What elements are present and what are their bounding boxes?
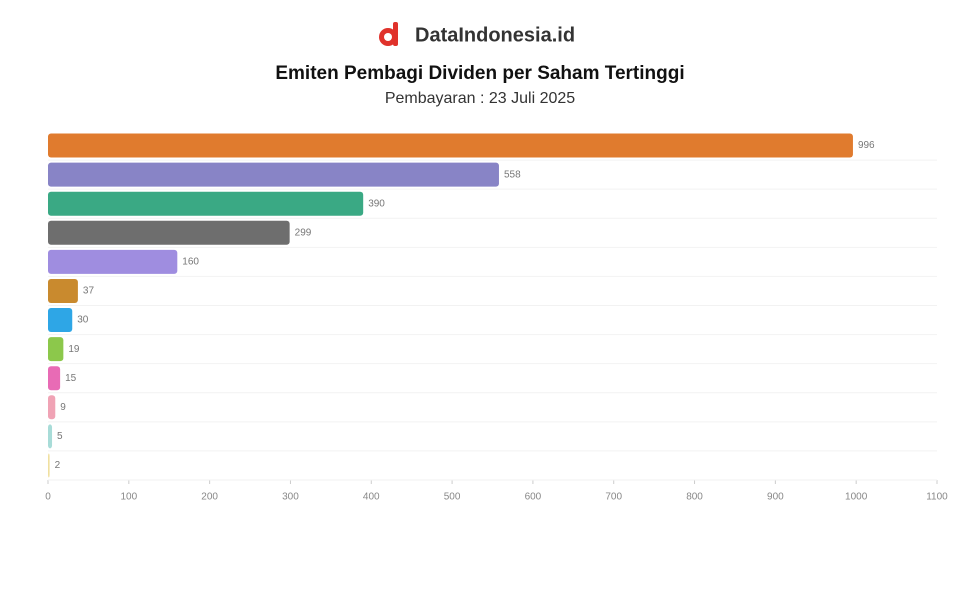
x-tick-label: 300	[282, 492, 299, 503]
bar	[48, 308, 73, 333]
chart-subtitle: Pembayaran : 23 Juli 2025	[385, 90, 575, 107]
x-tick-label: 0	[45, 492, 51, 503]
x-tick-label: 1000	[845, 492, 868, 503]
value-label: 390	[368, 198, 385, 209]
value-label: 160	[182, 257, 199, 268]
value-label: 37	[83, 286, 95, 297]
bar	[48, 249, 178, 274]
x-tick-label: 100	[120, 492, 137, 503]
brand: DataIndonesia.id	[415, 24, 575, 46]
bar	[48, 278, 78, 303]
bar	[48, 133, 853, 158]
x-tick-label: 1100	[926, 492, 948, 503]
x-tick-label: 700	[605, 492, 622, 503]
value-label: 30	[77, 315, 89, 326]
value-label: 558	[504, 169, 521, 180]
bar	[48, 395, 56, 420]
value-label: 2	[55, 460, 61, 471]
bar	[48, 424, 53, 449]
chart-title: Emiten Pembagi Dividen per Saham Terting…	[275, 63, 684, 84]
bar	[48, 220, 290, 245]
value-label: 5	[57, 431, 63, 442]
bar	[48, 162, 499, 187]
x-tick-label: 500	[444, 492, 461, 503]
value-label: 19	[68, 344, 80, 355]
x-tick-label: 200	[201, 492, 218, 503]
x-tick-label: 800	[686, 492, 703, 503]
bar	[48, 191, 364, 216]
bar	[48, 453, 50, 478]
bar	[48, 366, 61, 391]
value-label: 9	[60, 402, 66, 413]
x-tick-label: 400	[363, 492, 380, 503]
x-tick-label: 900	[767, 492, 784, 503]
x-tick-label: 600	[525, 492, 542, 503]
value-label: 299	[295, 227, 312, 238]
value-label: 996	[858, 140, 875, 151]
bar	[48, 337, 64, 362]
logo-icon	[379, 22, 398, 46]
value-label: 15	[65, 373, 77, 384]
